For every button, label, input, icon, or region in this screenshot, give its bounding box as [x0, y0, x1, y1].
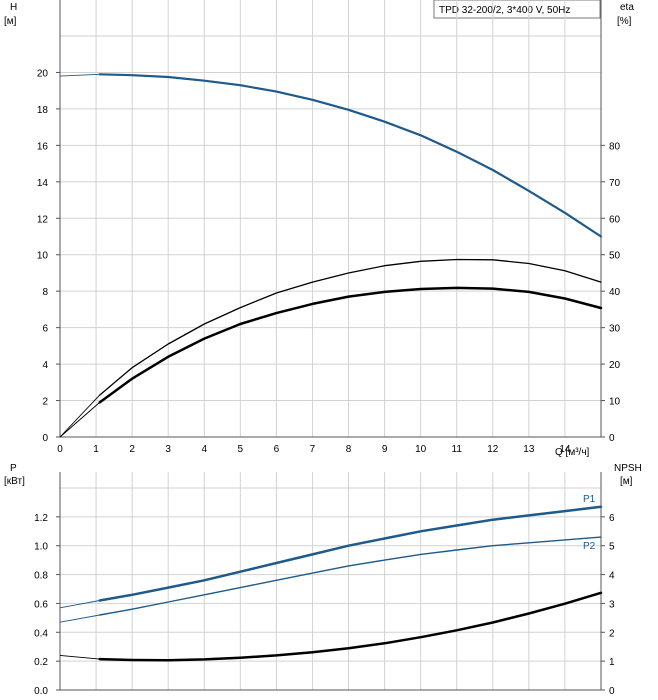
series-extension-line: [59, 402, 100, 438]
x-tick-label: 14: [559, 444, 571, 455]
left-tick-label: 16: [37, 141, 49, 152]
x-tick-label: 6: [274, 444, 280, 455]
x-tick-label: 2: [129, 444, 135, 455]
series-extension-line: [59, 394, 101, 438]
right-tick-label: 0: [609, 433, 615, 444]
right-tick-label: 6: [609, 513, 615, 524]
x-tick-label: 12: [487, 444, 499, 455]
q-axis-title: Q [м³/ч]: [555, 447, 590, 458]
series-extension-line: [59, 654, 100, 660]
series-line: [98, 286, 603, 404]
x-tick-label: 5: [238, 444, 244, 455]
right-tick-label: 3: [609, 599, 615, 610]
series-extension-line: [59, 614, 100, 623]
right-tick-label: 20: [609, 360, 621, 371]
title-box: [433, 0, 601, 19]
x-tick-label: 1: [93, 444, 99, 455]
series-extension-line: [59, 600, 100, 609]
left-tick-label: 10: [37, 251, 49, 262]
right-tick-label: 60: [609, 214, 621, 225]
x-tick-label: 7: [310, 444, 316, 455]
left-tick-label: 1.0: [34, 542, 48, 553]
bottom-panel-series: P1 P2: [59, 494, 603, 662]
left-tick-label: 0: [42, 433, 48, 444]
left-tick-label: 0.4: [34, 628, 48, 639]
x-tick-label: 3: [165, 444, 171, 455]
x-tick-label: 9: [382, 444, 388, 455]
left-tick-label: 4: [42, 360, 48, 371]
left-tick-label: 20: [37, 68, 49, 79]
series-extension-line: [59, 73, 100, 77]
series-label: P1: [583, 494, 596, 505]
x-tick-label: 10: [415, 444, 427, 455]
npsh-axis-unit: [м]: [620, 476, 633, 487]
p-axis-unit: [кВт]: [4, 476, 25, 487]
series-label: P2: [583, 541, 596, 552]
left-tick-label: 18: [37, 105, 49, 116]
npsh-axis-title: NPSH: [614, 463, 642, 474]
left-tick-label: 2: [42, 397, 48, 408]
left-tick-label: 0.0: [34, 686, 48, 697]
series-line: [98, 73, 603, 238]
left-tick-label: 0.8: [34, 571, 48, 582]
top-panel-series: [59, 73, 603, 438]
left-tick-label: 6: [42, 324, 48, 335]
right-tick-label: 4: [609, 571, 615, 582]
series-line: [98, 591, 603, 662]
h-axis-title: H: [10, 2, 17, 13]
x-tick-label: 13: [523, 444, 535, 455]
chart-title: TPD 32-200/2, 3*400 V, 50Hz: [439, 5, 570, 16]
right-tick-label: 30: [609, 324, 621, 335]
x-tick-label: 4: [201, 444, 207, 455]
bottom-panel-ticks: 0.0 0.2 0.4 0.6 0.8 1.0 1.2 0 1 2 3 4 5 6: [34, 472, 615, 697]
right-tick-label: 70: [609, 178, 621, 189]
right-tick-label: 80: [609, 141, 621, 152]
left-tick-label: 0.2: [34, 657, 48, 668]
eta-axis-unit: [%]: [617, 16, 632, 27]
x-tick-label: 0: [57, 444, 63, 455]
left-tick-label: 12: [37, 214, 49, 225]
h-axis-unit: [м]: [4, 16, 17, 27]
x-tick-label: 8: [346, 444, 352, 455]
x-tick-label: 11: [452, 444, 463, 455]
series-line: [99, 536, 602, 616]
p-axis-title: P: [10, 463, 17, 474]
left-tick-label: 1.2: [34, 513, 48, 524]
series-line: [99, 258, 602, 396]
left-tick-label: 0.6: [34, 599, 48, 610]
left-tick-label: 14: [37, 178, 49, 189]
left-tick-label: 8: [42, 287, 48, 298]
right-tick-label: 2: [609, 628, 615, 639]
right-tick-label: 5: [609, 542, 615, 553]
right-tick-label: 40: [609, 287, 621, 298]
right-tick-label: 1: [609, 657, 615, 668]
eta-axis-title: eta: [620, 2, 634, 13]
right-tick-label: 50: [609, 251, 621, 262]
right-tick-label: 10: [609, 397, 621, 408]
series-line: [98, 505, 603, 602]
right-tick-label: 0: [609, 686, 615, 697]
